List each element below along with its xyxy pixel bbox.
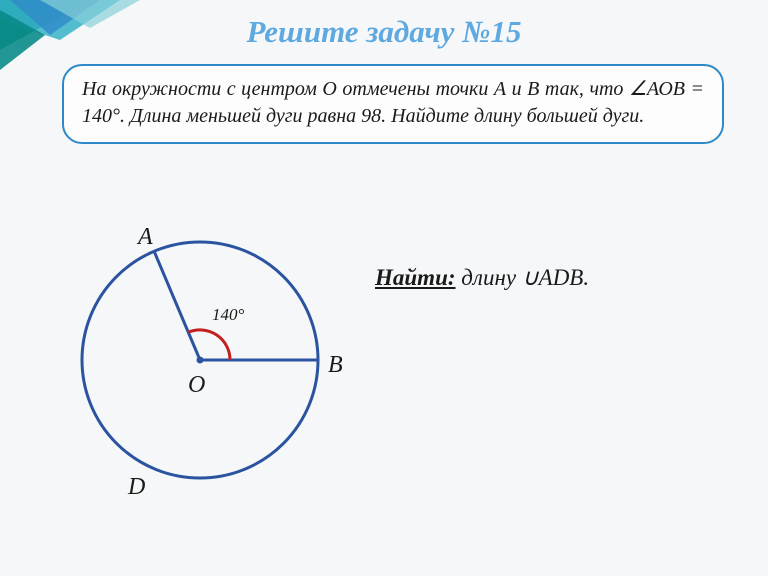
radius-oa (154, 251, 200, 360)
find-label: Найти: (375, 265, 456, 290)
label-d: D (127, 474, 145, 500)
find-line: Найти: длину ∪ADB. (375, 265, 589, 291)
label-b: В (328, 352, 343, 378)
center-point (197, 357, 204, 364)
angle-label: 140° (212, 305, 245, 324)
page-title: Решите задачу №15 (0, 14, 768, 50)
find-value: длину ∪ADB. (456, 265, 590, 290)
label-a: А (136, 224, 153, 250)
problem-statement: На окружности с центром О отмечены точки… (62, 64, 724, 144)
label-o: О (188, 372, 205, 398)
circle-diagram: А В О D 140° (60, 210, 340, 520)
